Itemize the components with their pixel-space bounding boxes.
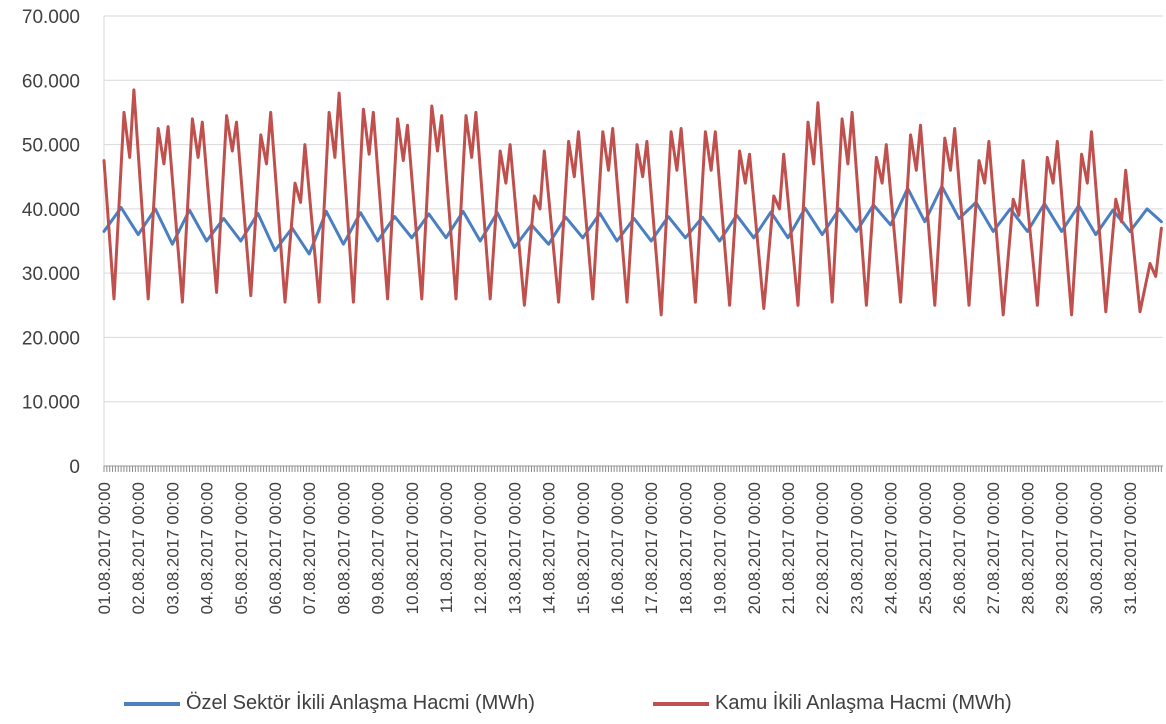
x-tick-label-8: 09.08.2017 00:00 xyxy=(369,482,388,614)
legend-item-kamu: Kamu İkili Anlaşma Hacmi (MWh) xyxy=(653,692,1012,715)
x-tick-label-27: 28.08.2017 00:00 xyxy=(1018,482,1037,614)
x-tick-label-15: 16.08.2017 00:00 xyxy=(608,482,627,614)
y-tick-label-0: 0 xyxy=(69,457,80,478)
x-tick-label-19: 20.08.2017 00:00 xyxy=(745,482,764,614)
x-tick-label-3: 04.08.2017 00:00 xyxy=(198,482,217,614)
x-axis-tick-labels: 01.08.2017 00:00 02.08.2017 00:00 03.08.20… xyxy=(95,482,1140,614)
legend-label-ozel: Özel Sektör İkili Anlaşma Hacmi (MWh) xyxy=(186,692,535,714)
x-tick-label-14: 15.08.2017 00:00 xyxy=(574,482,593,614)
x-axis xyxy=(103,465,1163,472)
x-tick-label-25: 26.08.2017 00:00 xyxy=(950,482,969,614)
y-tick-label-3: 30.000 xyxy=(22,264,80,285)
x-tick-label-4: 05.08.2017 00:00 xyxy=(232,482,251,614)
x-tick-label-28: 29.08.2017 00:00 xyxy=(1053,482,1072,614)
x-tick-label-11: 12.08.2017 00:00 xyxy=(471,482,490,614)
x-tick-label-9: 10.08.2017 00:00 xyxy=(403,482,422,614)
y-tick-label-5: 50.000 xyxy=(22,136,80,157)
y-axis-ticks: 0 10.000 20.000 30.000 40.000 50.000 60.000 70.… xyxy=(22,7,80,478)
x-tick-label-30: 31.08.2017 00:00 xyxy=(1121,482,1140,614)
y-tick-label-4: 40.000 xyxy=(22,200,80,221)
x-tick-label-0: 01.08.2017 00:00 xyxy=(95,482,114,614)
legend-swatch-ozel xyxy=(124,701,180,706)
x-tick-label-26: 27.08.2017 00:00 xyxy=(984,482,1003,614)
gridlines xyxy=(103,15,1163,466)
x-tick-label-7: 08.08.2017 00:00 xyxy=(334,482,353,614)
y-tick-label-2: 20.000 xyxy=(22,328,80,349)
x-tick-label-5: 06.08.2017 00:00 xyxy=(266,482,285,614)
x-tick-label-22: 23.08.2017 00:00 xyxy=(847,482,866,614)
x-tick-label-10: 11.08.2017 00:00 xyxy=(437,482,456,613)
x-tick-label-29: 30.08.2017 00:00 xyxy=(1087,482,1106,614)
x-tick-label-12: 13.08.2017 00:00 xyxy=(505,482,524,614)
x-tick-label-18: 19.08.2017 00:00 xyxy=(711,482,730,614)
legend-label-kamu: Kamu İkili Anlaşma Hacmi (MWh) xyxy=(715,692,1012,714)
x-tick-label-16: 17.08.2017 00:00 xyxy=(642,482,661,614)
x-tick-label-24: 25.08.2017 00:00 xyxy=(916,482,935,614)
y-tick-label-1: 10.000 xyxy=(22,393,80,414)
x-tick-label-13: 14.08.2017 00:00 xyxy=(540,482,559,614)
x-tick-label-17: 18.08.2017 00:00 xyxy=(676,482,695,614)
y-tick-label-7: 70.000 xyxy=(22,7,80,28)
x-tick-label-23: 24.08.2017 00:00 xyxy=(882,482,901,614)
x-tick-label-21: 22.08.2017 00:00 xyxy=(813,482,832,614)
legend: Özel Sektör İkili Anlaşma Hacmi (MWh) Ka… xyxy=(0,688,1166,722)
y-tick-label-6: 60.000 xyxy=(22,71,80,92)
x-tick-label-1: 02.08.2017 00:00 xyxy=(129,482,148,614)
series-lines xyxy=(102,88,1163,317)
chart-svg: 0 10.000 20.000 30.000 40.000 50.000 60.000 70.… xyxy=(22,7,1163,614)
legend-swatch-kamu xyxy=(653,701,709,706)
x-tick-label-20: 21.08.2017 00:00 xyxy=(779,482,798,614)
series-line-1 xyxy=(102,88,1163,317)
x-tick-label-6: 07.08.2017 00:00 xyxy=(300,482,319,614)
x-tick-label-2: 03.08.2017 00:00 xyxy=(163,482,182,614)
legend-item-ozel: Özel Sektör İkili Anlaşma Hacmi (MWh) xyxy=(124,692,535,715)
